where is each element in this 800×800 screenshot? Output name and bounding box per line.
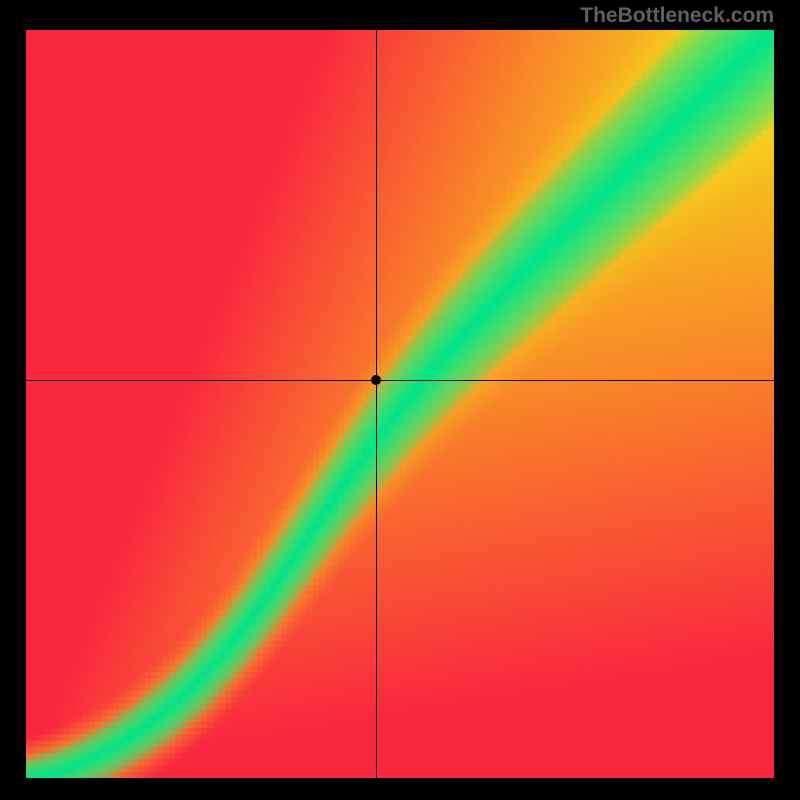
attribution-text: TheBottleneck.com xyxy=(580,4,774,28)
crosshair-horizontal xyxy=(26,380,774,381)
crosshair-vertical xyxy=(376,30,377,778)
marker-dot xyxy=(371,375,381,385)
heatmap-plot xyxy=(26,30,774,778)
